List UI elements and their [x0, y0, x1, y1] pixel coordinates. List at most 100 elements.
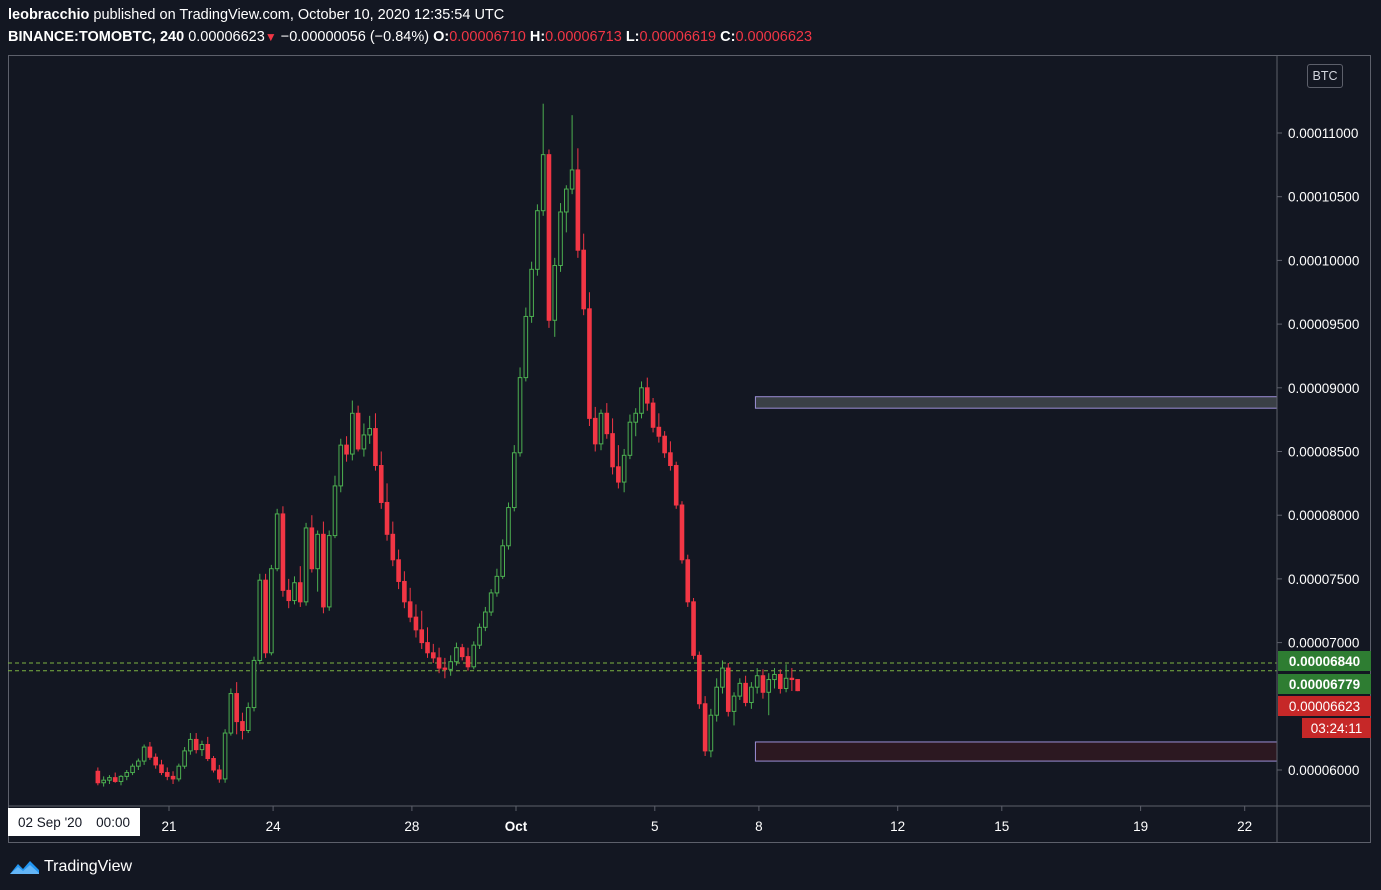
time-tick-label: 5 [651, 819, 659, 834]
candle [598, 409, 604, 451]
published-text: published on TradingView.com, October 10… [89, 7, 505, 23]
candle-body [112, 777, 118, 782]
candle [292, 576, 297, 605]
candle-body [546, 154, 552, 321]
candle-body [292, 582, 297, 602]
candle [101, 776, 106, 787]
candle-body [402, 580, 407, 603]
candle [725, 662, 731, 717]
candle-body [199, 744, 205, 751]
candle [766, 673, 772, 716]
candle-body [604, 412, 610, 435]
time-tick-label: 21 [161, 819, 176, 834]
candle [448, 655, 453, 676]
candle-body [581, 249, 586, 310]
candle [633, 408, 639, 437]
close-label: C: [720, 29, 736, 45]
candle-body [141, 746, 147, 762]
candle-body [616, 466, 621, 483]
candle-body [309, 527, 315, 570]
change-label: −0.00000056 (−0.84%) [280, 29, 430, 45]
crosshair-date: 02 Sep '20 [18, 814, 83, 830]
candle-body [702, 703, 708, 752]
candle [332, 475, 338, 539]
footer-brand-block[interactable]: TradingView [10, 855, 132, 879]
candle [413, 604, 419, 638]
candle-body [610, 433, 615, 468]
candle-body [714, 686, 719, 716]
candle [662, 431, 667, 458]
candle-body [205, 744, 211, 760]
level-low-tag: 0.00006779 [1278, 674, 1371, 694]
candle-body [708, 714, 714, 752]
candle-body [182, 750, 187, 767]
candle [367, 415, 372, 444]
candle-body [170, 775, 176, 780]
candle [743, 675, 748, 707]
price-tick-label: 0.00009500 [1288, 317, 1359, 332]
candle [523, 307, 529, 382]
candle-body [795, 679, 800, 692]
candle-body [731, 695, 737, 712]
candle-body [350, 412, 355, 455]
candle-body [743, 682, 748, 703]
candle [378, 451, 384, 509]
candle [361, 423, 367, 457]
author-name[interactable]: leobracchio [8, 7, 90, 23]
candle [130, 763, 135, 776]
candle-body [269, 568, 274, 654]
candle-body [454, 647, 459, 663]
candle-body [159, 764, 164, 774]
low-label: L: [625, 29, 640, 45]
candle-body [465, 656, 471, 668]
candle [546, 149, 552, 328]
symbol-label: BINANCE:TOMOBTC, 240 [8, 29, 185, 45]
candle [795, 679, 800, 692]
candle-body [107, 777, 112, 781]
candle-body [766, 679, 772, 693]
candle [517, 367, 523, 457]
candle [269, 564, 274, 656]
candle [436, 647, 442, 674]
candle-body [124, 772, 130, 777]
candle-body [211, 758, 216, 771]
price-chart[interactable]: 0.00011000 0.00010500 0.00010000 0.00009500… [8, 55, 1371, 843]
candle-body [147, 746, 153, 758]
candle [650, 397, 656, 433]
currency-badge[interactable]: BTC [1307, 64, 1343, 88]
candle-body [164, 772, 170, 777]
candle-body [176, 765, 182, 780]
candle-body [511, 452, 517, 509]
candle-body [257, 579, 263, 661]
low-value: 0.00006619 [639, 29, 717, 45]
candle-body [772, 673, 777, 681]
candle-body [506, 507, 511, 547]
chart-frame [8, 55, 1371, 843]
ohlc-line: BINANCE:TOMOBTC, 240 0.00006623▼ −0.0000… [8, 29, 812, 45]
candle [500, 539, 505, 579]
candle-body [650, 402, 656, 428]
candle [587, 292, 592, 427]
candle [731, 692, 737, 726]
candle [465, 647, 471, 671]
candle [685, 554, 691, 607]
candle [616, 445, 621, 489]
zone-resistance [754, 396, 1278, 409]
candle [396, 549, 401, 590]
candle [402, 571, 407, 609]
candle-body [592, 417, 598, 445]
candle-body [697, 654, 702, 705]
candle [297, 566, 303, 607]
price-tick-label: 0.00006000 [1288, 763, 1359, 778]
price-tick-label: 0.00007500 [1288, 572, 1359, 587]
price-tick-label: 0.00010500 [1288, 190, 1359, 205]
candles-layer [95, 103, 800, 787]
candle [483, 606, 488, 632]
candle [170, 771, 176, 785]
candle [344, 436, 349, 462]
crosshair-time: 00:00 [96, 814, 130, 830]
candle-body [621, 454, 627, 483]
price-tick-label: 0.00011000 [1288, 126, 1358, 141]
candle [789, 668, 795, 692]
candle-body [633, 412, 639, 423]
